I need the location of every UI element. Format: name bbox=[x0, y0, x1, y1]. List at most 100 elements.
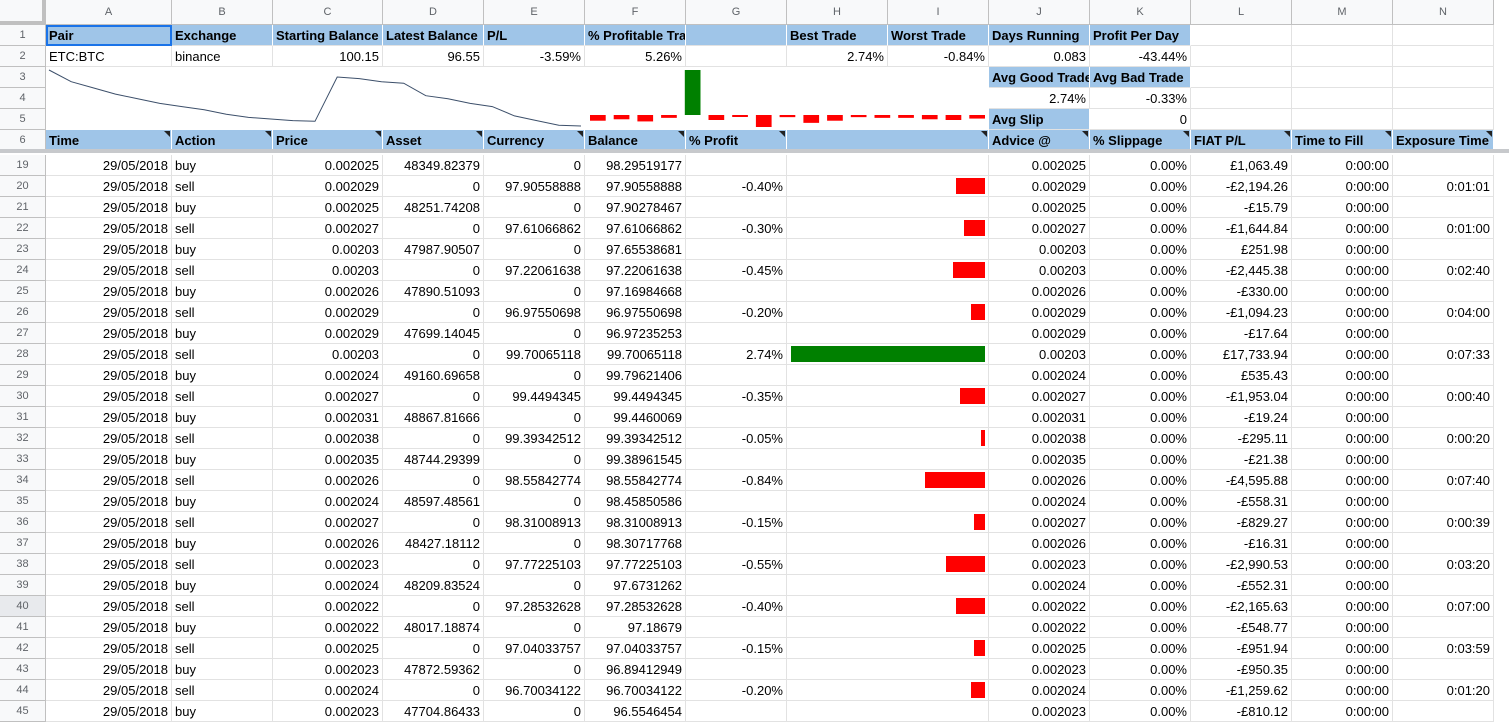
profit-bar-cell[interactable] bbox=[787, 302, 989, 323]
cell-price[interactable]: 0.002023 bbox=[273, 701, 383, 722]
table-header[interactable]: % Profit bbox=[686, 130, 787, 151]
cell-price[interactable]: 0.002029 bbox=[273, 302, 383, 323]
cell-slip[interactable]: 0.00% bbox=[1090, 470, 1191, 491]
cell-currency[interactable]: 0 bbox=[484, 323, 585, 344]
row-header-23[interactable]: 23 bbox=[0, 239, 46, 260]
cell-action[interactable]: sell bbox=[172, 680, 273, 701]
cell-profit[interactable] bbox=[686, 533, 787, 554]
summary-value[interactable]: -43.44% bbox=[1090, 46, 1191, 67]
cell-fiat[interactable]: £17,733.94 bbox=[1191, 344, 1292, 365]
cell-time[interactable]: 29/05/2018 bbox=[46, 533, 172, 554]
cell-advice[interactable]: 0.002026 bbox=[989, 533, 1090, 554]
cell-action[interactable]: sell bbox=[172, 638, 273, 659]
cell-slip[interactable]: 0.00% bbox=[1090, 260, 1191, 281]
cell-action[interactable]: buy bbox=[172, 449, 273, 470]
filter-icon[interactable] bbox=[375, 131, 381, 137]
cell-price[interactable]: 0.002024 bbox=[273, 575, 383, 596]
cell-exp[interactable]: 0:01:00 bbox=[1393, 218, 1494, 239]
cell-exp[interactable]: 0:07:33 bbox=[1393, 344, 1494, 365]
cell-advice[interactable]: 0.002031 bbox=[989, 407, 1090, 428]
cell-currency[interactable]: 0 bbox=[484, 533, 585, 554]
table-header[interactable] bbox=[787, 130, 989, 151]
cell-exp[interactable]: 0:00:39 bbox=[1393, 512, 1494, 533]
cell-action[interactable]: buy bbox=[172, 365, 273, 386]
row-header-19[interactable]: 19 bbox=[0, 155, 46, 176]
filter-icon[interactable] bbox=[476, 131, 482, 137]
cell-advice[interactable]: 0.002027 bbox=[989, 218, 1090, 239]
cell-asset[interactable]: 47890.51093 bbox=[383, 281, 484, 302]
cell-ttf[interactable]: 0:00:00 bbox=[1292, 575, 1393, 596]
cell-ttf[interactable]: 0:00:00 bbox=[1292, 155, 1393, 176]
table-header[interactable]: Price bbox=[273, 130, 383, 151]
column-header-f[interactable]: F bbox=[585, 0, 686, 25]
summary-value[interactable] bbox=[686, 46, 787, 67]
cell-profit[interactable] bbox=[686, 701, 787, 722]
cell-profit[interactable]: -0.45% bbox=[686, 260, 787, 281]
cell-slip[interactable]: 0.00% bbox=[1090, 659, 1191, 680]
cell-advice[interactable]: 0.002025 bbox=[989, 197, 1090, 218]
filter-icon[interactable] bbox=[265, 131, 271, 137]
filter-icon[interactable] bbox=[1082, 131, 1088, 137]
cell-action[interactable]: buy bbox=[172, 239, 273, 260]
cell-price[interactable]: 0.002026 bbox=[273, 470, 383, 491]
cell-currency[interactable]: 97.90558888 bbox=[484, 176, 585, 197]
profit-bar-cell[interactable] bbox=[787, 680, 989, 701]
cell-balance[interactable]: 99.4460069 bbox=[585, 407, 686, 428]
cell-time[interactable]: 29/05/2018 bbox=[46, 281, 172, 302]
cell-exp[interactable] bbox=[1393, 239, 1494, 260]
cell-ttf[interactable]: 0:00:00 bbox=[1292, 491, 1393, 512]
cell-time[interactable]: 29/05/2018 bbox=[46, 155, 172, 176]
cell-asset[interactable]: 48251.74208 bbox=[383, 197, 484, 218]
frozen-rows-divider[interactable] bbox=[0, 149, 1509, 153]
summary-value[interactable]: 100.15 bbox=[273, 46, 383, 67]
cell-currency[interactable]: 99.70065118 bbox=[484, 344, 585, 365]
cell-time[interactable]: 29/05/2018 bbox=[46, 197, 172, 218]
cell-ttf[interactable]: 0:00:00 bbox=[1292, 344, 1393, 365]
empty-cell[interactable] bbox=[1292, 109, 1393, 130]
cell-asset[interactable]: 0 bbox=[383, 638, 484, 659]
cell-ttf[interactable]: 0:00:00 bbox=[1292, 449, 1393, 470]
cell-asset[interactable]: 0 bbox=[383, 344, 484, 365]
cell-fiat[interactable]: -£1,953.04 bbox=[1191, 386, 1292, 407]
cell-fiat[interactable]: -£829.27 bbox=[1191, 512, 1292, 533]
cell-time[interactable]: 29/05/2018 bbox=[46, 680, 172, 701]
cell-asset[interactable]: 0 bbox=[383, 218, 484, 239]
cell-advice[interactable]: 0.002024 bbox=[989, 491, 1090, 512]
cell-profit[interactable] bbox=[686, 323, 787, 344]
cell-price[interactable]: 0.002027 bbox=[273, 218, 383, 239]
cell-asset[interactable]: 0 bbox=[383, 176, 484, 197]
cell-fiat[interactable]: -£2,990.53 bbox=[1191, 554, 1292, 575]
cell-slip[interactable]: 0.00% bbox=[1090, 428, 1191, 449]
row-header-22[interactable]: 22 bbox=[0, 218, 46, 239]
cell-fiat[interactable]: -£4,595.88 bbox=[1191, 470, 1292, 491]
row-header-34[interactable]: 34 bbox=[0, 470, 46, 491]
row-header-26[interactable]: 26 bbox=[0, 302, 46, 323]
select-all-corner[interactable] bbox=[0, 0, 46, 25]
row-header-1[interactable]: 1 bbox=[0, 25, 46, 46]
profit-bar-cell[interactable] bbox=[787, 470, 989, 491]
row-header-25[interactable]: 25 bbox=[0, 281, 46, 302]
cell-slip[interactable]: 0.00% bbox=[1090, 302, 1191, 323]
column-header-e[interactable]: E bbox=[484, 0, 585, 25]
cell-profit[interactable]: -0.15% bbox=[686, 638, 787, 659]
cell-time[interactable]: 29/05/2018 bbox=[46, 260, 172, 281]
table-header[interactable]: Action bbox=[172, 130, 273, 151]
profit-bar-cell[interactable] bbox=[787, 512, 989, 533]
cell-profit[interactable]: -0.05% bbox=[686, 428, 787, 449]
cell-price[interactable]: 0.002023 bbox=[273, 659, 383, 680]
filter-icon[interactable] bbox=[1284, 131, 1290, 137]
cell-currency[interactable]: 98.31008913 bbox=[484, 512, 585, 533]
column-header-j[interactable]: J bbox=[989, 0, 1090, 25]
cell-fiat[interactable]: -£548.77 bbox=[1191, 617, 1292, 638]
cell-balance[interactable]: 98.30717768 bbox=[585, 533, 686, 554]
cell-price[interactable]: 0.002027 bbox=[273, 512, 383, 533]
profit-bar-cell[interactable] bbox=[787, 617, 989, 638]
cell-slip[interactable]: 0.00% bbox=[1090, 554, 1191, 575]
cell-price[interactable]: 0.002022 bbox=[273, 596, 383, 617]
cell-fiat[interactable]: -£2,165.63 bbox=[1191, 596, 1292, 617]
cell-fiat[interactable]: -£2,194.26 bbox=[1191, 176, 1292, 197]
cell-currency[interactable]: 0 bbox=[484, 407, 585, 428]
cell-currency[interactable]: 0 bbox=[484, 491, 585, 512]
cell-profit[interactable] bbox=[686, 659, 787, 680]
cell-slip[interactable]: 0.00% bbox=[1090, 512, 1191, 533]
